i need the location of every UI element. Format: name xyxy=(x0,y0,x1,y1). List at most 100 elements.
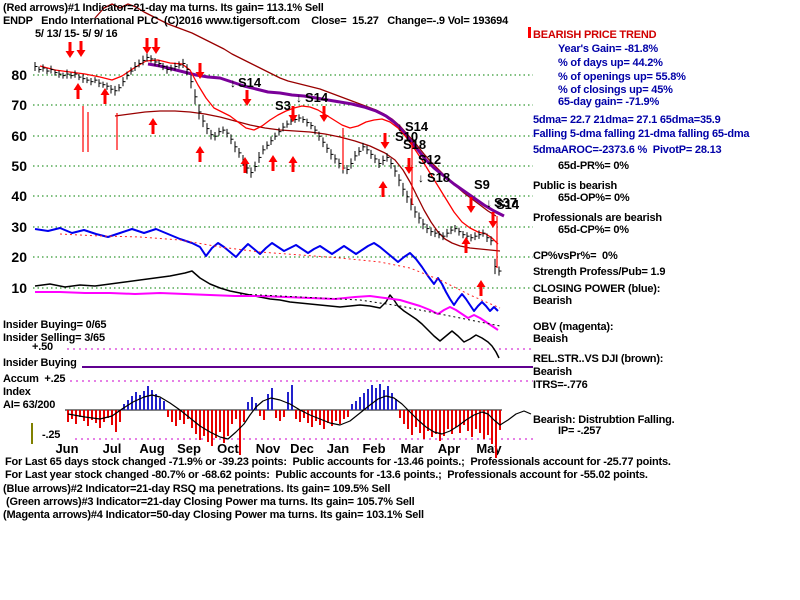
ai-histogram-bar xyxy=(455,410,457,427)
ai-histogram-bar xyxy=(271,388,273,410)
ai-histogram-bar xyxy=(239,410,241,455)
ai-histogram-bar xyxy=(191,410,193,428)
down-arrow-icon: ↓ xyxy=(486,196,492,210)
ai-histogram-bar xyxy=(263,410,265,420)
stat-line-14: CP%vsPr%= 0% xyxy=(533,250,618,262)
ai-histogram-bar xyxy=(375,388,377,410)
stat-line-7: Falling 5-dma falling 21-dma falling 65-… xyxy=(533,128,750,140)
closing-power-blue xyxy=(34,227,499,312)
buy-arrow-icon xyxy=(378,181,388,197)
lower-band-maroon xyxy=(114,110,501,252)
stat-line-23: Bearish: Distrubtion Falling. xyxy=(533,414,675,426)
ai-histogram-bar xyxy=(319,410,321,425)
ai-histogram-bar xyxy=(283,410,285,417)
ai-histogram-bar xyxy=(123,404,125,410)
ai-histogram-bar xyxy=(311,410,313,427)
ai-histogram-bar xyxy=(199,410,201,440)
ai-histogram-bar xyxy=(259,410,261,416)
ai-histogram-bar xyxy=(119,410,121,422)
stat-line-12: Professionals are bearish xyxy=(533,212,662,224)
month-label-Sep: Sep xyxy=(177,441,201,456)
annotation-S14-3: S14 xyxy=(405,119,429,134)
ai-histogram-bar xyxy=(291,385,293,410)
sell-arrow-icon xyxy=(76,41,86,57)
stat-line-4: % of closings up= 45% xyxy=(558,84,673,96)
ai-histogram-bar xyxy=(231,410,233,424)
ai-histogram-bar xyxy=(439,410,441,441)
indicator-label-7: -.25 xyxy=(42,429,61,441)
indicator-label-0: Insider Buying= 0/65 xyxy=(3,319,107,331)
ai-histogram-bar xyxy=(287,392,289,410)
ai-histogram-bar xyxy=(391,393,393,410)
indicator-label-6: AI= 63/200 xyxy=(3,399,56,411)
down-arrow-icon: ↓ xyxy=(418,171,424,185)
ma-5day-red xyxy=(39,59,499,245)
sell-arrow-icon xyxy=(380,133,390,149)
red-marker xyxy=(528,27,531,38)
stat-line-22: ITRS=-.776 xyxy=(533,379,588,391)
down-arrow-icon: ↓ xyxy=(230,76,236,90)
y-axis-label-60: 60 xyxy=(11,128,27,144)
ai-histogram-bar xyxy=(479,410,481,433)
buy-arrow-icon xyxy=(476,280,486,296)
ai-histogram-bar xyxy=(211,410,213,446)
sell-arrow-icon xyxy=(288,106,298,122)
stat-line-8: 5dmaAROC=-2373.6 % PivotP= 28.13 xyxy=(533,144,722,156)
ai-histogram-bar xyxy=(115,410,117,432)
indicator1-caption: (Red arrows)#1 Indicator=21-day ma turns… xyxy=(3,2,324,14)
month-label-Aug: Aug xyxy=(139,441,164,456)
buy-arrow-icon xyxy=(148,118,158,134)
sell-arrow-icon xyxy=(319,106,329,122)
footer-line-0: For Last 65 days stock changed -71.9% or… xyxy=(5,456,671,468)
olive-tick xyxy=(31,423,33,444)
ai-histogram-bar xyxy=(167,410,169,417)
ai-histogram-bar xyxy=(171,410,173,422)
month-label-Apr: Apr xyxy=(438,441,460,456)
ai-histogram-bar xyxy=(255,403,257,410)
month-label-Jul: Jul xyxy=(103,441,122,456)
rel-strength-black xyxy=(34,270,500,359)
buy-arrow-icon xyxy=(268,155,278,171)
ai-histogram-bar xyxy=(187,410,189,419)
ai-histogram-bar xyxy=(223,410,225,443)
ai-histogram-bar xyxy=(295,410,297,419)
ai-histogram-bar xyxy=(243,410,245,422)
ai-histogram-bar xyxy=(447,410,449,429)
y-axis-label-50: 50 xyxy=(11,158,27,174)
indicator-label-4: Accum +.25 xyxy=(3,373,66,385)
stat-line-3: % of openings up= 55.8% xyxy=(558,71,686,83)
month-label-Jan: Jan xyxy=(327,441,349,456)
stat-line-24: IP= -.257 xyxy=(558,425,602,437)
month-label-Dec: Dec xyxy=(290,441,314,456)
annotation-S18-7: S18 xyxy=(427,170,450,185)
ai-histogram-bar xyxy=(315,410,317,421)
ai-histogram-bar xyxy=(127,400,129,410)
stat-line-18: OBV (magenta): xyxy=(533,321,614,333)
footer-line-1: For Last year stock changed -80.7% or -6… xyxy=(5,469,648,481)
y-axis-label-70: 70 xyxy=(11,97,27,113)
indicator-label-2: +.50 xyxy=(32,341,53,353)
ai-histogram-bar xyxy=(279,410,281,421)
ai-histogram-bar xyxy=(415,410,417,427)
ai-histogram-bar xyxy=(327,410,329,423)
ai-histogram-bar xyxy=(403,410,405,424)
ai-histogram-bar xyxy=(207,410,209,442)
ai-histogram-bar xyxy=(451,410,453,434)
ai-histogram-bar xyxy=(307,410,309,423)
ai-histogram-bar xyxy=(107,410,109,418)
ai-histogram-bar xyxy=(407,410,409,429)
sell-arrow-icon xyxy=(65,42,75,58)
ai-histogram-bar xyxy=(95,410,97,423)
month-label-Nov: Nov xyxy=(256,441,281,456)
ai-histogram-bar xyxy=(179,410,181,420)
ai-histogram-bar xyxy=(495,410,497,458)
ai-histogram-bar xyxy=(67,410,69,422)
ai-histogram-bar xyxy=(351,404,353,410)
ai-histogram-bar xyxy=(227,410,229,436)
ai-histogram-bar xyxy=(99,410,101,428)
y-axis-label-10: 10 xyxy=(11,280,27,296)
ai-histogram-bar xyxy=(135,392,137,410)
annotation-S3-1: S3 xyxy=(275,98,291,113)
ai-histogram-bar xyxy=(435,410,437,434)
